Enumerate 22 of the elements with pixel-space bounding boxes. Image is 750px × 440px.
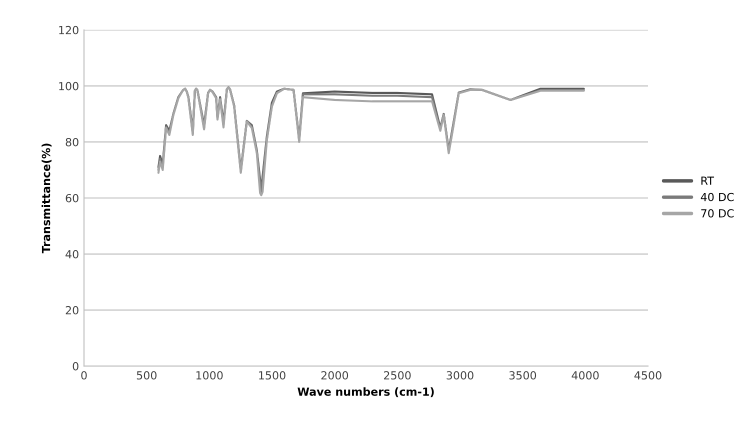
y-tick-label: 60 xyxy=(66,194,78,202)
x-tick-label: 500 xyxy=(136,371,157,380)
legend-label: 70 DC xyxy=(701,209,734,218)
x-tick-label: 4500 xyxy=(634,371,662,380)
x-tick-label: 1500 xyxy=(259,371,286,380)
x-tick-label: 0 xyxy=(81,371,87,380)
y-tick-label: 120 xyxy=(59,26,78,34)
x-tick-label: 4000 xyxy=(572,371,599,380)
x-tick-label: 3500 xyxy=(509,371,536,380)
legend-label: RT xyxy=(701,176,714,185)
x-axis-title: Wave numbers (cm-1) xyxy=(298,387,434,398)
y-tick-label: 100 xyxy=(59,82,78,90)
y-tick-label: 0 xyxy=(72,362,78,370)
y-tick-label: 20 xyxy=(66,306,78,314)
y-tick-label: 80 xyxy=(66,138,78,146)
x-tick-label: 2000 xyxy=(321,371,348,380)
y-tick-label: 40 xyxy=(66,250,78,258)
legend-label: 40 DC xyxy=(700,192,734,202)
y-axis-title: Transmittance(%) xyxy=(42,144,52,254)
x-tick-label: 2500 xyxy=(384,371,411,380)
x-tick-label: 1000 xyxy=(196,371,223,380)
x-tick-label: 3000 xyxy=(446,371,474,380)
